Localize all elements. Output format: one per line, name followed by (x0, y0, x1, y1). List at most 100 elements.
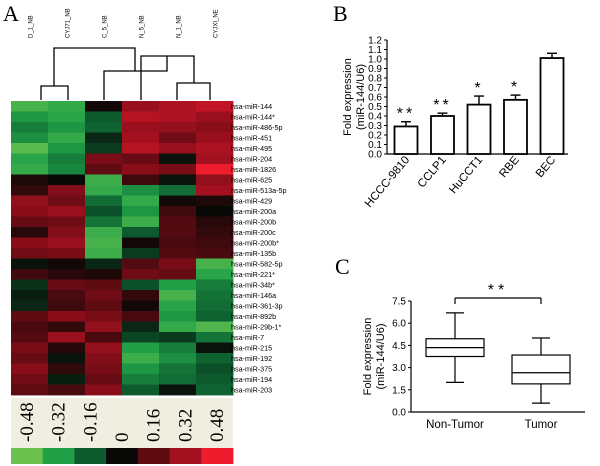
heatmap-cell (122, 153, 160, 165)
heatmap-cell (11, 353, 49, 364)
heatmap-cell (122, 248, 160, 259)
heatmap-cell (11, 279, 49, 291)
heatmap-cell (196, 279, 234, 291)
y-tick-label: 0.3 (368, 121, 382, 132)
color-key-ticks: -0.48 -0.32 -0.16 0 0.16 0.32 0.48 (17, 402, 228, 442)
x-category-label: HuCCT1 (447, 154, 485, 196)
color-key-tick-label: 0.48 (207, 409, 228, 442)
color-key-tick-label: -0.48 (17, 402, 38, 442)
heatmap-cell (159, 321, 197, 333)
heatmap-cell (159, 122, 197, 133)
row-label: hsa-miR-144 (231, 102, 272, 111)
heatmap-cell (85, 332, 123, 343)
heatmap-cell (122, 258, 160, 270)
heatmap-cell (122, 332, 160, 343)
heatmap-cell (11, 342, 49, 354)
x-category-label: HCCC-9810 (363, 154, 412, 210)
x-category-label: Tumor (525, 419, 558, 431)
heatmap-cell (122, 269, 160, 280)
heatmap-cell (122, 290, 160, 301)
color-key-swatch (201, 448, 234, 464)
heatmap-cell (196, 237, 234, 249)
row-label: hsa-miR-221* (231, 270, 275, 279)
row-label: hsa-miR-192 (231, 354, 272, 363)
heatmap-cell (122, 216, 160, 228)
heatmap-cell (122, 101, 160, 112)
heatmap-cell (11, 111, 49, 123)
heatmap-cell (48, 122, 86, 133)
bar (503, 98, 528, 155)
heatmap-cell (122, 227, 160, 238)
heatmap-cell (11, 206, 49, 217)
heatmap-cell (11, 332, 49, 343)
heatmap-cell (48, 279, 86, 291)
heatmap-cell (122, 143, 160, 154)
significance-marker: ** (433, 97, 451, 114)
row-label: hsa-miR-892b (231, 312, 276, 321)
row-label: hsa-miR-194 (231, 375, 272, 384)
heatmap-cell (159, 227, 197, 238)
heatmap-cell (122, 122, 160, 133)
heatmap-cell (48, 248, 86, 259)
column-label: N_1_NB (177, 15, 183, 38)
heatmap-cell (85, 258, 123, 270)
heatmap-cell (11, 227, 49, 238)
y-tick-label: 1.2 (368, 36, 382, 47)
heatmap-cell (48, 269, 86, 280)
bar (393, 125, 419, 155)
heatmap-cell (48, 206, 86, 217)
color-key-swatch (42, 448, 75, 464)
heatmap-cell (48, 185, 86, 196)
y-tick-label: 3.0 (392, 363, 406, 374)
heatmap-cell (159, 132, 197, 144)
heatmap-cell (196, 195, 234, 207)
heatmap-cell (48, 216, 86, 228)
color-key-bar (11, 448, 234, 464)
heatmap-cell (159, 185, 197, 196)
heatmap-cell (196, 143, 234, 154)
panel-label-b: B (333, 1, 348, 26)
dendrogram-branch (40, 85, 69, 100)
heatmap-cell (196, 363, 234, 375)
heatmap-cell (122, 206, 160, 217)
heatmap-cell (11, 384, 49, 396)
heatmap-cell (159, 164, 197, 175)
heatmap-cell (11, 153, 49, 165)
heatmap-cell (196, 353, 234, 364)
bar (539, 57, 565, 155)
heatmap-cell (159, 153, 197, 165)
heatmap-cell (11, 122, 49, 133)
heatmap-cell (48, 258, 86, 270)
heatmap-cell (122, 132, 160, 144)
row-label: hsa-miR-582-5p (231, 259, 283, 268)
heatmap-cell (48, 353, 86, 364)
heatmap-cell (85, 174, 123, 186)
significance-marker: * (511, 79, 520, 96)
heatmap-cell (122, 174, 160, 186)
heatmap-cell (48, 342, 86, 354)
heatmap-cell (11, 311, 49, 322)
heatmap-cell (85, 353, 123, 364)
y-axis-label: (miR-144/U6) (375, 323, 387, 389)
heatmap-cell (196, 216, 234, 228)
heatmap-cell (11, 185, 49, 196)
heatmap-cell (122, 185, 160, 196)
heatmap-cell (11, 290, 49, 301)
heatmap-cell (85, 321, 123, 333)
heatmap-cell (196, 290, 234, 301)
heatmap-cell (85, 143, 123, 154)
heatmap-cells (11, 101, 234, 396)
heatmap-cell (48, 174, 86, 186)
heatmap-cell (196, 227, 234, 238)
heatmap-cell (122, 164, 160, 175)
color-key-tick-label: -0.32 (49, 402, 70, 442)
row-label: hsa-miR-1826 (231, 165, 276, 174)
heatmap-cell (11, 374, 49, 385)
color-key-swatch (137, 448, 170, 464)
y-tick-label: 0.4 (368, 112, 382, 123)
y-tick-label: 0.6 (368, 93, 382, 104)
heatmap-cell (11, 258, 49, 270)
y-axis-label: (miR-144/U6) (355, 64, 367, 130)
heatmap-cell (159, 279, 197, 291)
heatmap-cell (48, 164, 86, 175)
